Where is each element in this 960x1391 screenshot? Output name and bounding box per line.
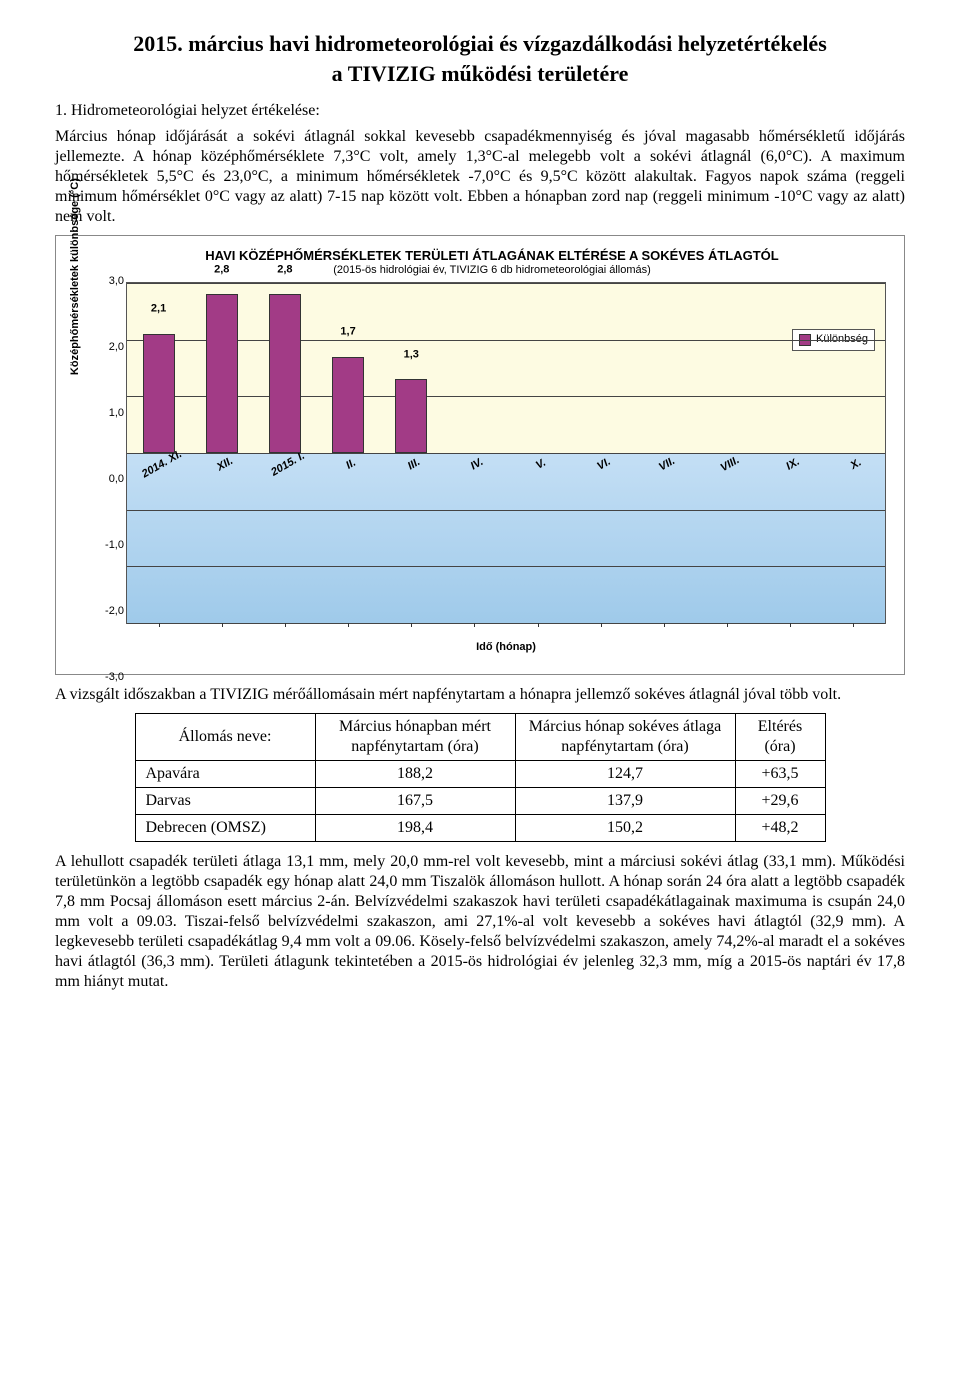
chart-title: HAVI KÖZÉPHŐMÉRSÉKLETEK TERÜLETI ÁTLAGÁN… — [90, 248, 894, 264]
cell-value: 124,7 — [515, 761, 735, 788]
table-row: Apavára188,2124,7+63,5 — [135, 761, 825, 788]
chart-subtitle: (2015-ös hidrológiai év, TIVIZIG 6 db hi… — [90, 264, 894, 278]
x-tick-label: III. — [406, 456, 423, 474]
x-tick-label: 2015. I. — [269, 450, 308, 480]
x-tick-label: VIII. — [719, 454, 743, 476]
paragraph-1: Március hónap időjárását a sokévi átlagn… — [55, 127, 905, 227]
th-diff: Eltérés (óra) — [735, 714, 825, 761]
cell-station: Debrecen (OMSZ) — [135, 815, 315, 842]
cell-station: Darvas — [135, 788, 315, 815]
bar — [395, 379, 427, 453]
y-tick-label: -1,0 — [105, 539, 124, 553]
y-tick-label: 1,0 — [109, 407, 124, 421]
gridline — [127, 623, 885, 624]
plot-area: Különbség Idő (hónap) 2014. XI.2,1XII.2,… — [126, 282, 886, 624]
x-tick-label: IX. — [784, 456, 803, 475]
x-tick — [222, 623, 223, 627]
table-row: Debrecen (OMSZ)198,4150,2+48,2 — [135, 815, 825, 842]
y-tick-label: 2,0 — [109, 341, 124, 355]
bar — [269, 294, 301, 453]
gridline — [127, 453, 885, 454]
paragraph-3: A lehullott csapadék területi átlaga 13,… — [55, 852, 905, 992]
cell-value: +63,5 — [735, 761, 825, 788]
x-tick — [727, 623, 728, 627]
bar — [332, 357, 364, 453]
x-tick-label: IV. — [469, 456, 487, 474]
bar-value-label: 2,8 — [214, 263, 229, 279]
x-tick — [538, 623, 539, 627]
page-title: 2015. március havi hidrometeorológiai és… — [55, 30, 905, 58]
gridline — [127, 340, 885, 341]
x-tick — [411, 623, 412, 627]
cell-value: 150,2 — [515, 815, 735, 842]
x-tick — [790, 623, 791, 627]
x-tick — [601, 623, 602, 627]
cell-station: Apavára — [135, 761, 315, 788]
section-heading: 1. Hidrometeorológiai helyzet értékelése… — [55, 101, 905, 121]
x-tick-label: VI. — [595, 456, 614, 475]
bar-value-label: 1,7 — [340, 325, 355, 341]
bar — [206, 294, 238, 453]
gridline — [127, 566, 885, 567]
y-tick-label: 0,0 — [109, 473, 124, 487]
th-average: Március hónap sokéves átlaga napfénytart… — [515, 714, 735, 761]
gridline — [127, 283, 885, 284]
temperature-chart: HAVI KÖZÉPHŐMÉRSÉKLETEK TERÜLETI ÁTLAGÁN… — [55, 235, 905, 675]
table-header-row: Állomás neve: Március hónapban mért napf… — [135, 714, 825, 761]
x-tick — [474, 623, 475, 627]
bar-value-label: 2,1 — [151, 303, 166, 319]
table-row: Darvas167,5137,9+29,6 — [135, 788, 825, 815]
x-tick — [285, 623, 286, 627]
gridline — [127, 510, 885, 511]
bar-value-label: 2,8 — [277, 263, 292, 279]
sunshine-table: Állomás neve: Március hónapban mért napf… — [135, 713, 826, 842]
gridline — [127, 396, 885, 397]
cell-value: 198,4 — [315, 815, 515, 842]
x-tick-label: II. — [344, 457, 359, 473]
cell-value: 137,9 — [515, 788, 735, 815]
x-tick — [159, 623, 160, 627]
y-tick-label: -2,0 — [105, 605, 124, 619]
th-measured: Március hónapban mért napfénytartam (óra… — [315, 714, 515, 761]
x-tick-label: VII. — [657, 455, 678, 475]
bar-value-label: 1,3 — [404, 348, 419, 364]
cell-value: 167,5 — [315, 788, 515, 815]
x-tick — [664, 623, 665, 627]
y-axis-title: Középhőmérsékletek különbsége (°C) — [69, 178, 83, 375]
x-axis-title: Idő (hónap) — [127, 641, 885, 655]
x-tick — [348, 623, 349, 627]
x-tick-label: V. — [534, 457, 549, 474]
x-tick-label: XII. — [215, 455, 236, 475]
x-tick-label: X. — [849, 456, 865, 473]
y-tick-label: -3,0 — [105, 671, 124, 685]
x-tick — [853, 623, 854, 627]
cell-value: +29,6 — [735, 788, 825, 815]
th-station: Állomás neve: — [135, 714, 315, 761]
page-subtitle: a TIVIZIG működési területére — [55, 60, 905, 88]
cell-value: 188,2 — [315, 761, 515, 788]
y-tick-label: 3,0 — [109, 275, 124, 289]
paragraph-2: A vizsgált időszakban a TIVIZIG mérőállo… — [55, 685, 905, 705]
cell-value: +48,2 — [735, 815, 825, 842]
bar — [143, 334, 175, 453]
